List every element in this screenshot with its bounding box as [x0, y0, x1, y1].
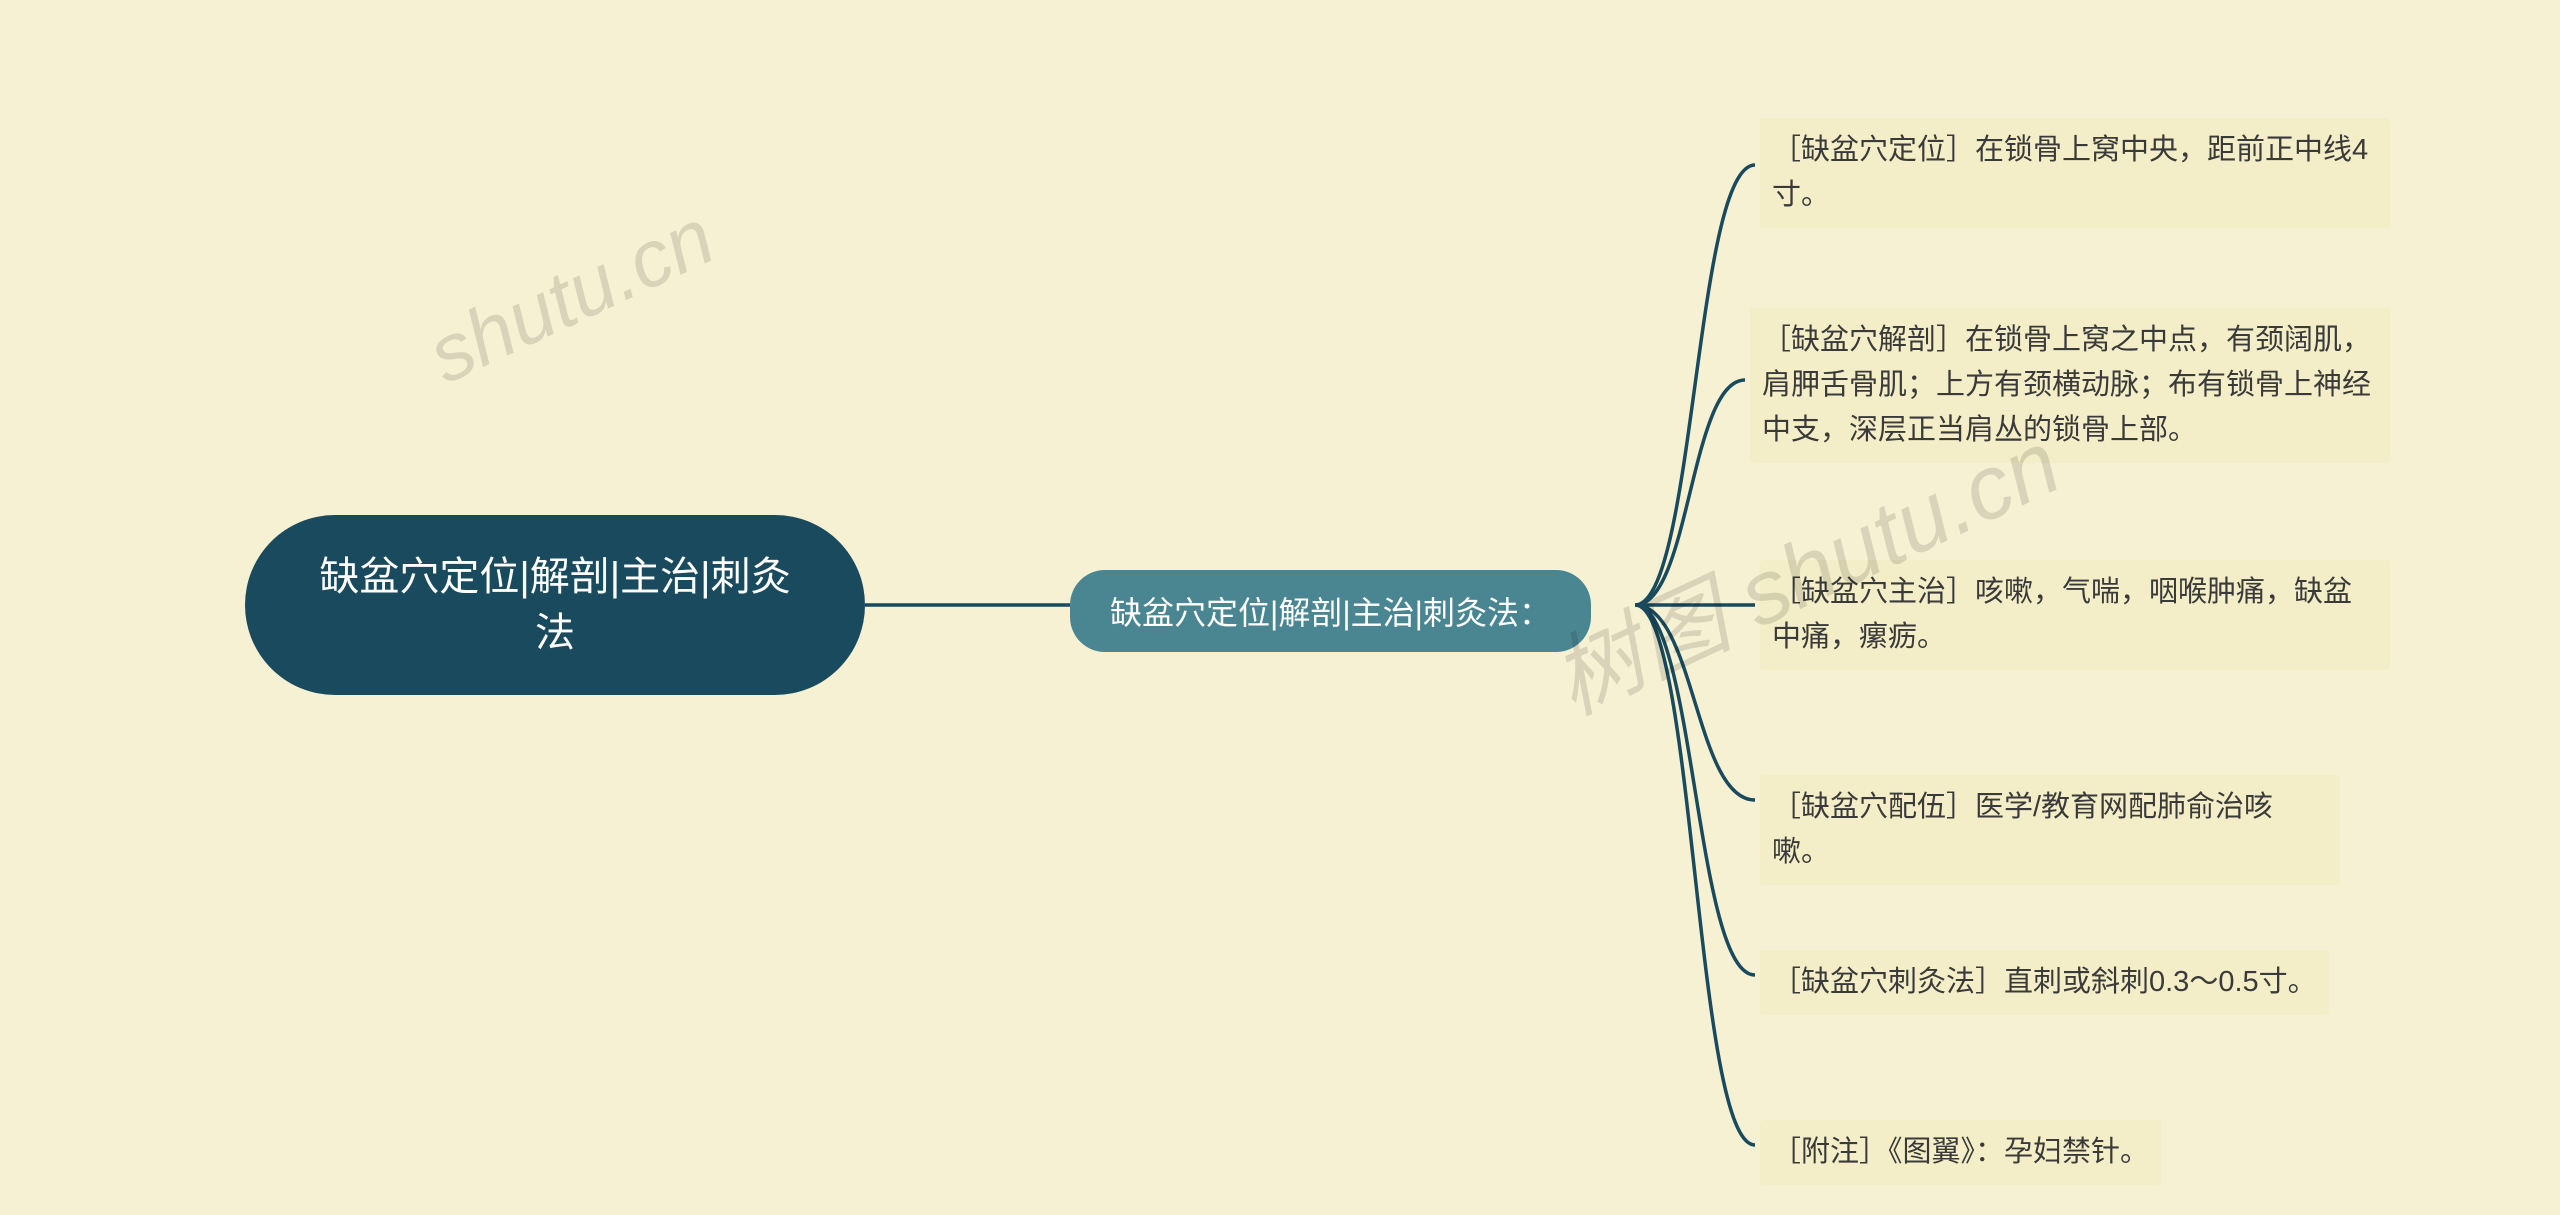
leaf-node: ［缺盆穴主治］咳嗽，气喘，咽喉肿痛，缺盆中痛，瘰疬。 — [1760, 560, 2390, 670]
leaf-node: ［附注］《图翼》：孕妇禁针。 — [1760, 1120, 2161, 1185]
leaf-text: ［缺盆穴刺灸法］直刺或斜刺0.3～0.5寸。 — [1772, 966, 2317, 998]
branch-node: 缺盆穴定位|解剖|主治|刺灸法： — [1070, 570, 1591, 652]
branch-text: 缺盆穴定位|解剖|主治|刺灸法： — [1110, 595, 1551, 631]
leaf-text: ［缺盆穴配伍］医学/教育网配肺俞治咳嗽。 — [1772, 791, 2273, 868]
watermark: shutu.cn — [415, 190, 728, 401]
leaf-text: ［附注］《图翼》：孕妇禁针。 — [1772, 1136, 2149, 1168]
leaf-text: ［缺盆穴定位］在锁骨上窝中央，距前正中线4寸。 — [1772, 134, 2368, 211]
root-node: 缺盆穴定位|解剖|主治|刺灸法 — [245, 515, 865, 695]
leaf-node: ［缺盆穴解剖］在锁骨上窝之中点，有颈阔肌，肩胛舌骨肌；上方有颈横动脉；布有锁骨上… — [1750, 308, 2390, 463]
leaf-text: ［缺盆穴主治］咳嗽，气喘，咽喉肿痛，缺盆中痛，瘰疬。 — [1772, 576, 2352, 653]
leaf-node: ［缺盆穴刺灸法］直刺或斜刺0.3～0.5寸。 — [1760, 950, 2329, 1015]
root-text: 缺盆穴定位|解剖|主治|刺灸法 — [305, 549, 805, 661]
leaf-text: ［缺盆穴解剖］在锁骨上窝之中点，有颈阔肌，肩胛舌骨肌；上方有颈横动脉；布有锁骨上… — [1762, 324, 2371, 446]
leaf-node: ［缺盆穴配伍］医学/教育网配肺俞治咳嗽。 — [1760, 775, 2340, 885]
leaf-node: ［缺盆穴定位］在锁骨上窝中央，距前正中线4寸。 — [1760, 118, 2390, 228]
